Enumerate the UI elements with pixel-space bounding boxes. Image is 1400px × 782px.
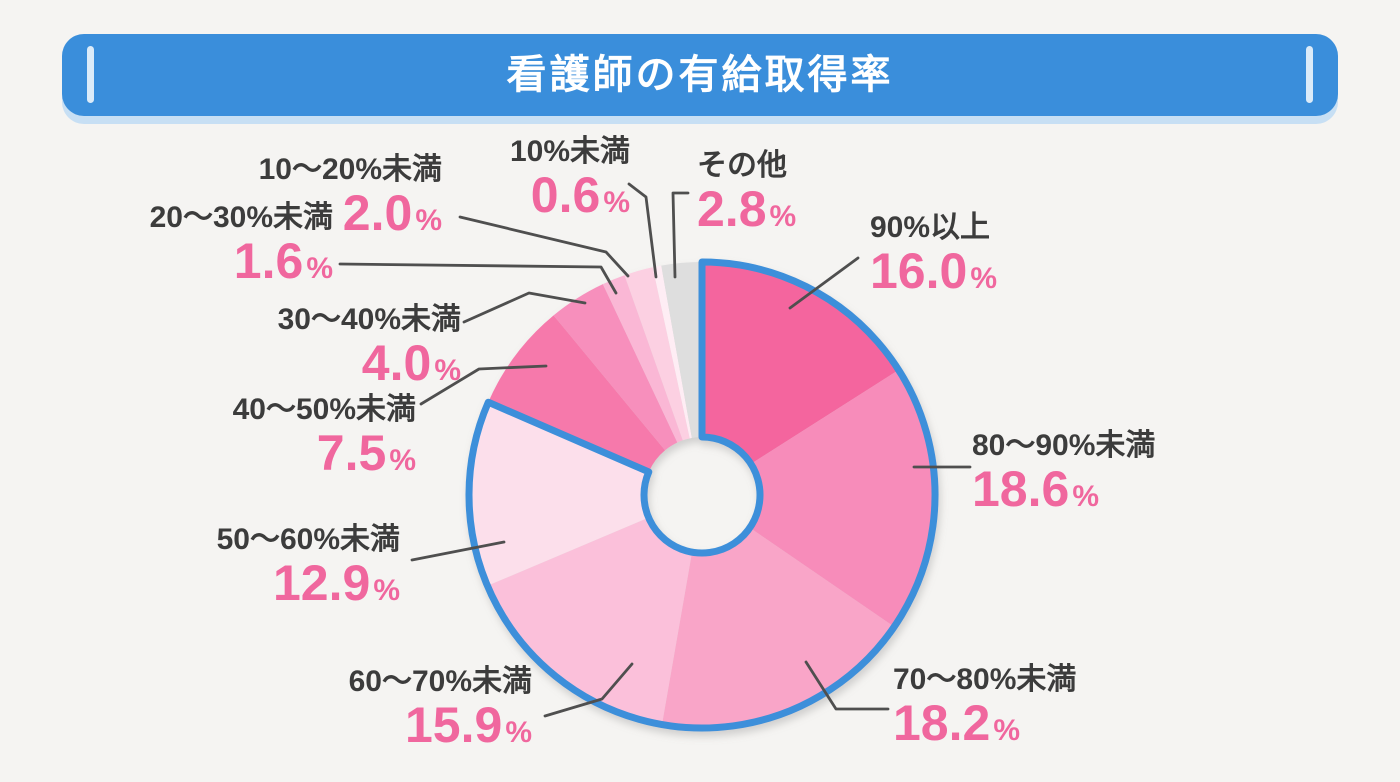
slice-value-label: 16.0% xyxy=(870,246,998,308)
slice-label-7: 20〜30%未満 1.6% xyxy=(150,198,333,298)
leader-line-8 xyxy=(458,215,630,278)
slice-label-3: 60〜70%未満 15.9% xyxy=(349,662,532,762)
percent-sign: % xyxy=(993,714,1021,747)
leader-line-2 xyxy=(804,660,890,711)
slice-category-label: その他 xyxy=(697,149,787,182)
percent-sign: % xyxy=(434,354,461,387)
percent-sign: % xyxy=(603,186,630,219)
page-title: 看護師の有給取得率 xyxy=(506,53,894,97)
slice-value-number: 12.9 xyxy=(272,555,371,611)
pie-slice-0 xyxy=(702,262,899,464)
slice-value-label: 7.5% xyxy=(233,428,416,490)
leader-line-5 xyxy=(419,364,548,406)
slice-value-number: 16.0 xyxy=(870,243,968,299)
percent-sign: % xyxy=(970,262,998,295)
slice-label-5: 40〜50%未満 7.5% xyxy=(233,390,416,490)
slice-value-label: 4.0% xyxy=(278,338,461,400)
slice-category-label: 60〜70%未満 xyxy=(348,665,532,698)
slice-label-4: 50〜60%未満 12.9% xyxy=(217,520,400,620)
pie-slice-3 xyxy=(487,517,693,725)
percent-sign: % xyxy=(373,574,400,607)
slice-value-label: 1.6% xyxy=(150,236,333,298)
leader-line-0 xyxy=(788,256,860,310)
slice-category-label: 50〜60%未満 xyxy=(216,523,400,556)
slice-category-label: 40〜50%未満 xyxy=(232,393,416,426)
slice-value-number: 1.6 xyxy=(233,233,304,289)
pie-slice-6 xyxy=(553,284,678,451)
slice-value-label: 18.2% xyxy=(893,698,1076,760)
banner-left-bar-icon xyxy=(87,46,94,103)
leader-line-7 xyxy=(338,262,618,295)
slice-value-label: 2.0% xyxy=(259,188,442,250)
slice-category-label: 90%以上 xyxy=(870,211,991,244)
slice-label-1: 80〜90%未満 18.6% xyxy=(972,426,1155,526)
percent-sign: % xyxy=(415,204,442,237)
leader-line-3 xyxy=(543,662,634,718)
slice-category-label: 70〜80%未満 xyxy=(893,663,1077,696)
slice-label-9: 10%未満 0.6% xyxy=(510,132,630,232)
percent-sign: % xyxy=(1072,480,1100,513)
leader-line-10 xyxy=(671,191,690,279)
slice-category-label: 10〜20%未満 xyxy=(258,153,442,186)
pie-slice-2 xyxy=(661,527,895,729)
slice-value-number: 4.0 xyxy=(361,335,432,391)
banner-right-bar-icon xyxy=(1306,46,1313,103)
percent-sign: % xyxy=(505,716,532,749)
slice-value-number: 18.2 xyxy=(893,695,991,751)
slice-value-number: 0.6 xyxy=(530,167,601,223)
slice-value-number: 2.8 xyxy=(697,181,767,237)
slice-value-label: 2.8% xyxy=(697,184,797,246)
slice-label-2: 70〜80%未満 18.2% xyxy=(893,660,1076,760)
slice-category-label: 20〜30%未満 xyxy=(149,201,333,234)
slice-value-label: 18.6% xyxy=(972,464,1155,526)
slice-label-6: 30〜40%未満 4.0% xyxy=(278,300,461,400)
leader-line-6 xyxy=(462,291,587,324)
slice-value-label: 0.6% xyxy=(510,170,630,232)
slice-label-10: その他 2.8% xyxy=(697,146,796,246)
pie-slice-8 xyxy=(624,267,690,441)
percent-sign: % xyxy=(769,200,797,233)
highlight-outline xyxy=(465,258,939,732)
slice-value-label: 12.9% xyxy=(217,558,400,620)
pie-slice-9 xyxy=(652,265,692,439)
slice-value-number: 15.9 xyxy=(404,697,503,753)
pie-slices-group xyxy=(465,258,939,732)
slice-category-label: 10%未満 xyxy=(509,135,630,168)
title-banner: 看護師の有給取得率 xyxy=(62,34,1338,116)
pie-slice-5 xyxy=(488,315,666,472)
slice-value-number: 2.0 xyxy=(342,185,413,241)
pie-slice-4 xyxy=(469,402,649,586)
leader-line-4 xyxy=(410,540,506,562)
slice-category-label: 80〜90%未満 xyxy=(972,429,1156,462)
slice-value-number: 18.6 xyxy=(972,461,1070,517)
percent-sign: % xyxy=(389,444,416,477)
percent-sign: % xyxy=(306,252,333,285)
pie-slice-1 xyxy=(749,369,935,627)
slice-category-label: 30〜40%未満 xyxy=(277,303,461,336)
slice-label-0: 90%以上 16.0% xyxy=(870,208,997,308)
pie-slice-7 xyxy=(602,275,683,443)
slice-value-number: 7.5 xyxy=(316,425,387,481)
pie-slice-10 xyxy=(661,262,702,438)
slice-value-label: 15.9% xyxy=(349,700,532,762)
leader-line-9 xyxy=(627,182,658,279)
slice-label-8: 10〜20%未満 2.0% xyxy=(259,150,442,250)
